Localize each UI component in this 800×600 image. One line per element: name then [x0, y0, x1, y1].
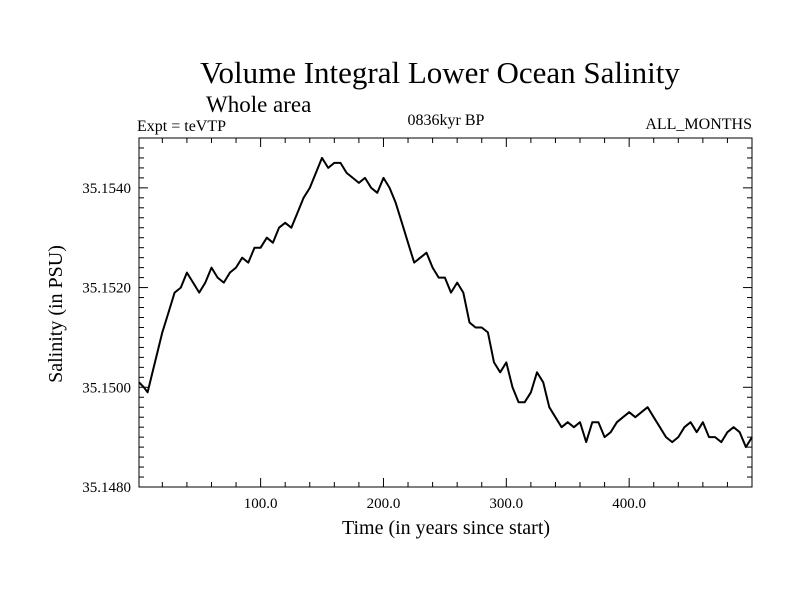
expt-label: Expt = teVTP — [137, 118, 226, 135]
chart-subtitle: Whole area — [206, 92, 311, 117]
y-tick-label: 35.1500 — [82, 380, 131, 396]
x-axis-label: Time (in years since start) — [342, 517, 550, 539]
tick-labels: 100.0 200.0 300.0 400.0 35.1480 35.1500 35.152… — [82, 181, 646, 512]
months-label: ALL_MONTHS — [645, 116, 752, 133]
salinity-series-line — [138, 156, 753, 449]
x-tick-label: 200.0 — [367, 496, 401, 512]
y-axis-label: Salinity (in PSU) — [45, 245, 67, 383]
x-tick-label: 400.0 — [612, 496, 646, 512]
x-tick-label: 100.0 — [244, 496, 278, 512]
y-tick-label: 35.1520 — [82, 281, 131, 297]
chart-title: Volume Integral Lower Ocean Salinity — [200, 55, 680, 90]
y-tick-label: 35.1540 — [82, 181, 131, 197]
plot-frame — [138, 137, 753, 488]
period-label: 0836kyr BP — [408, 112, 485, 129]
y-tick-label: 35.1480 — [82, 480, 131, 496]
x-tick-label: 300.0 — [489, 496, 523, 512]
axes — [138, 137, 753, 488]
